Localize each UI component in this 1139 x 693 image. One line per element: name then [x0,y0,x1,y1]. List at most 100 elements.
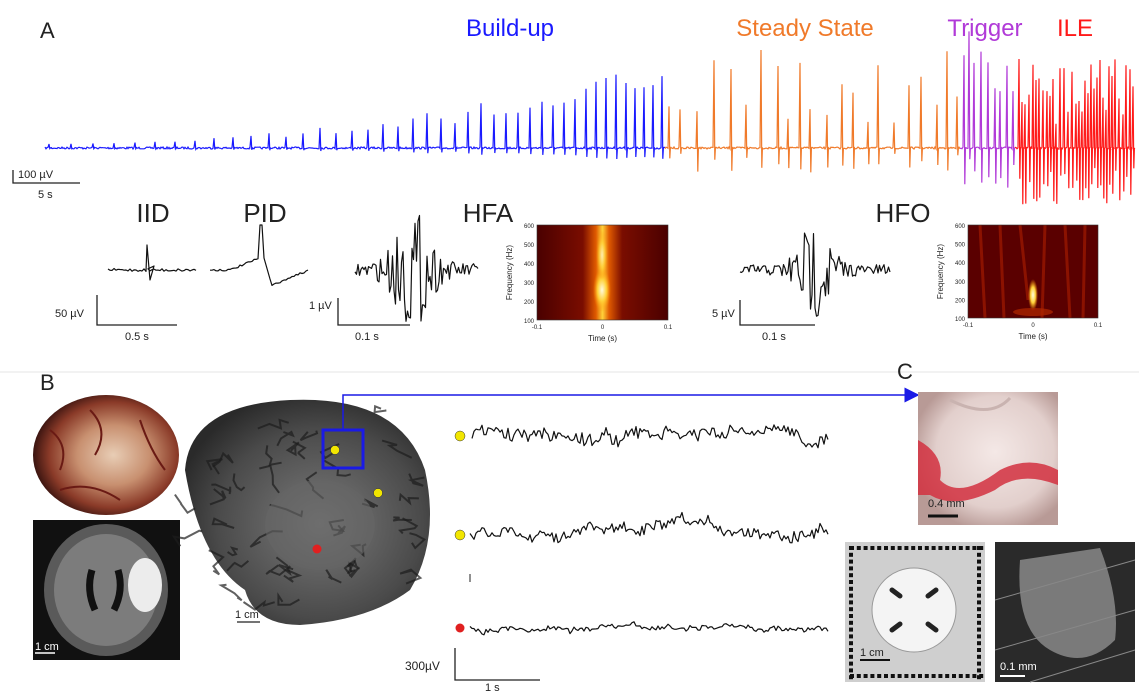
trace-segment [664,49,961,173]
scale-label: 300µV [405,659,440,673]
scale-label: 1 s [485,682,500,693]
y-tick-label: 100 [524,319,535,325]
check [977,559,981,564]
gyrus [211,483,232,495]
mri-brain [54,534,158,646]
check [977,620,981,625]
slice-edge [949,396,1012,411]
check [965,674,970,678]
gyrus [212,451,234,468]
eeg-trace [471,424,829,449]
check [977,600,981,605]
check [977,607,981,612]
check [924,546,929,550]
gyrus [277,592,300,606]
gyrus [285,441,300,457]
check [890,674,895,678]
check [856,546,861,550]
scale-label: 1 µV [309,300,333,312]
vessels [49,409,166,501]
check [849,580,853,584]
check [870,546,875,550]
trace-segment [44,74,666,160]
check [897,546,902,550]
check [979,674,984,678]
check [849,552,853,557]
gyrus [227,546,239,557]
scale-label: 0.4 mm [928,498,965,510]
scale-bar [337,298,410,326]
check [977,634,981,639]
inset-traces [107,214,891,322]
gyrus [226,560,250,572]
mri-lesion [128,558,162,612]
scale-label: 5 s [38,189,53,201]
eeg-traces [469,424,829,636]
check [849,546,853,550]
craniotomy-photo [33,395,179,515]
scale-label: 1 cm [235,609,259,621]
pid-trace [210,224,309,286]
check [977,641,981,646]
gyrus [257,418,290,430]
slice-photo [918,392,1058,525]
gyrus [211,517,235,529]
y-tick-label: 500 [524,243,535,249]
panel-label: A [40,18,55,43]
x-tick-label: 0.1 [664,325,673,331]
gyrus [259,464,280,494]
check [952,674,956,678]
inset-title: HFA [463,198,514,228]
gyrus [398,517,419,535]
gyrus [275,556,294,577]
phase-label: ILE [1057,15,1093,42]
y-tick-label: 200 [955,298,966,304]
check [977,566,981,571]
check [977,593,981,598]
gyrus [174,494,196,515]
x-tick-label: -0.1 [963,323,974,329]
inset-title: PID [243,198,286,228]
check [904,546,909,550]
electrode-marker [454,430,466,442]
check [972,674,977,678]
check [938,546,943,550]
scale-label: 0.5 s [125,331,149,343]
check [977,573,981,578]
check [924,674,929,678]
check [856,674,861,678]
gyrus [325,569,342,584]
x-tick-label: -0.1 [532,325,543,331]
gyrus [232,473,246,492]
check [849,559,853,564]
gyrus [208,549,225,576]
gyrus [242,599,275,611]
check [977,627,981,632]
panel-label: B [40,370,55,395]
inset-title: IID [136,198,169,228]
check [849,634,853,639]
gyrus [343,562,359,579]
check [870,674,875,678]
check [979,546,984,550]
check [952,546,956,550]
y-axis-label: Frequency (Hz) [936,244,945,299]
y-tick-label: 300 [524,281,535,287]
check [977,546,981,550]
check [977,580,981,584]
y-tick-label: 400 [955,261,966,267]
check [849,661,853,666]
check [849,593,853,598]
check [849,600,853,605]
gyrus [209,488,227,506]
arrow [342,387,920,430]
gyrus [292,440,307,460]
scale-bar [96,295,177,326]
mea-well [871,567,957,653]
check [884,546,888,550]
check [977,648,981,652]
check [958,674,963,678]
scale-label: 0.1 s [355,331,379,343]
gyrus [322,459,351,477]
